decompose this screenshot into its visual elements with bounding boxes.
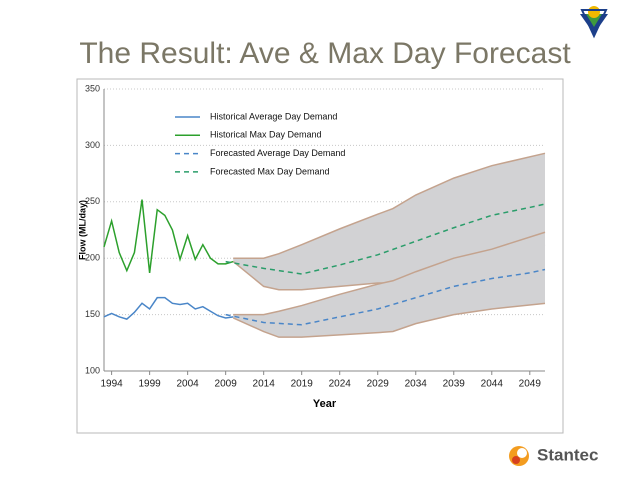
- x-tick-label: 2009: [215, 379, 238, 390]
- forecast-band: [233, 232, 546, 338]
- band-edge: [232, 302, 546, 338]
- top-logo: [580, 6, 608, 39]
- band-edge: [233, 231, 546, 316]
- x-tick-label: 2019: [291, 379, 314, 390]
- brand-logo: [509, 446, 529, 466]
- y-tick-label: 150: [85, 309, 100, 319]
- x-axis-label: Year: [313, 398, 337, 410]
- band-edge: [233, 152, 546, 259]
- brand-name: Stantec: [537, 445, 598, 464]
- y-tick-label: 300: [85, 140, 100, 150]
- series-line: [103, 296, 234, 320]
- x-tick-label: 1994: [100, 379, 123, 390]
- series-line: [225, 203, 546, 275]
- x-tick-label: 2049: [519, 379, 542, 390]
- x-tick-label: 2024: [329, 379, 352, 390]
- y-tick-label: 250: [85, 196, 100, 206]
- y-tick-label: 100: [85, 365, 100, 375]
- legend-label: Historical Max Day Demand: [210, 130, 322, 140]
- y-tick-label: 350: [85, 83, 100, 93]
- legend-label: Forecasted Max Day Demand: [210, 166, 330, 176]
- x-tick-label: 2044: [481, 379, 504, 390]
- x-tick-label: 2029: [367, 379, 390, 390]
- slide-title: The Result: Ave & Max Day Forecast: [79, 37, 571, 70]
- y-tick-label: 200: [85, 253, 100, 263]
- x-tick-label: 1999: [138, 379, 161, 390]
- series-line: [225, 268, 546, 326]
- series-line: [103, 199, 234, 273]
- plot: 100 150 200 250 300 350 1994 1999 2004 2009 2014 20…: [77, 83, 546, 410]
- x-tick-label: 2014: [253, 379, 276, 390]
- x-tick-label: 2039: [443, 379, 466, 390]
- y-axis-label: Flow (ML/day): [77, 200, 87, 260]
- x-tick-label: 2034: [405, 379, 428, 390]
- legend-label: Historical Average Day Demand: [210, 111, 337, 121]
- x-tick-label: 2004: [177, 379, 200, 390]
- legend-label: Forecasted Average Day Demand: [210, 148, 345, 158]
